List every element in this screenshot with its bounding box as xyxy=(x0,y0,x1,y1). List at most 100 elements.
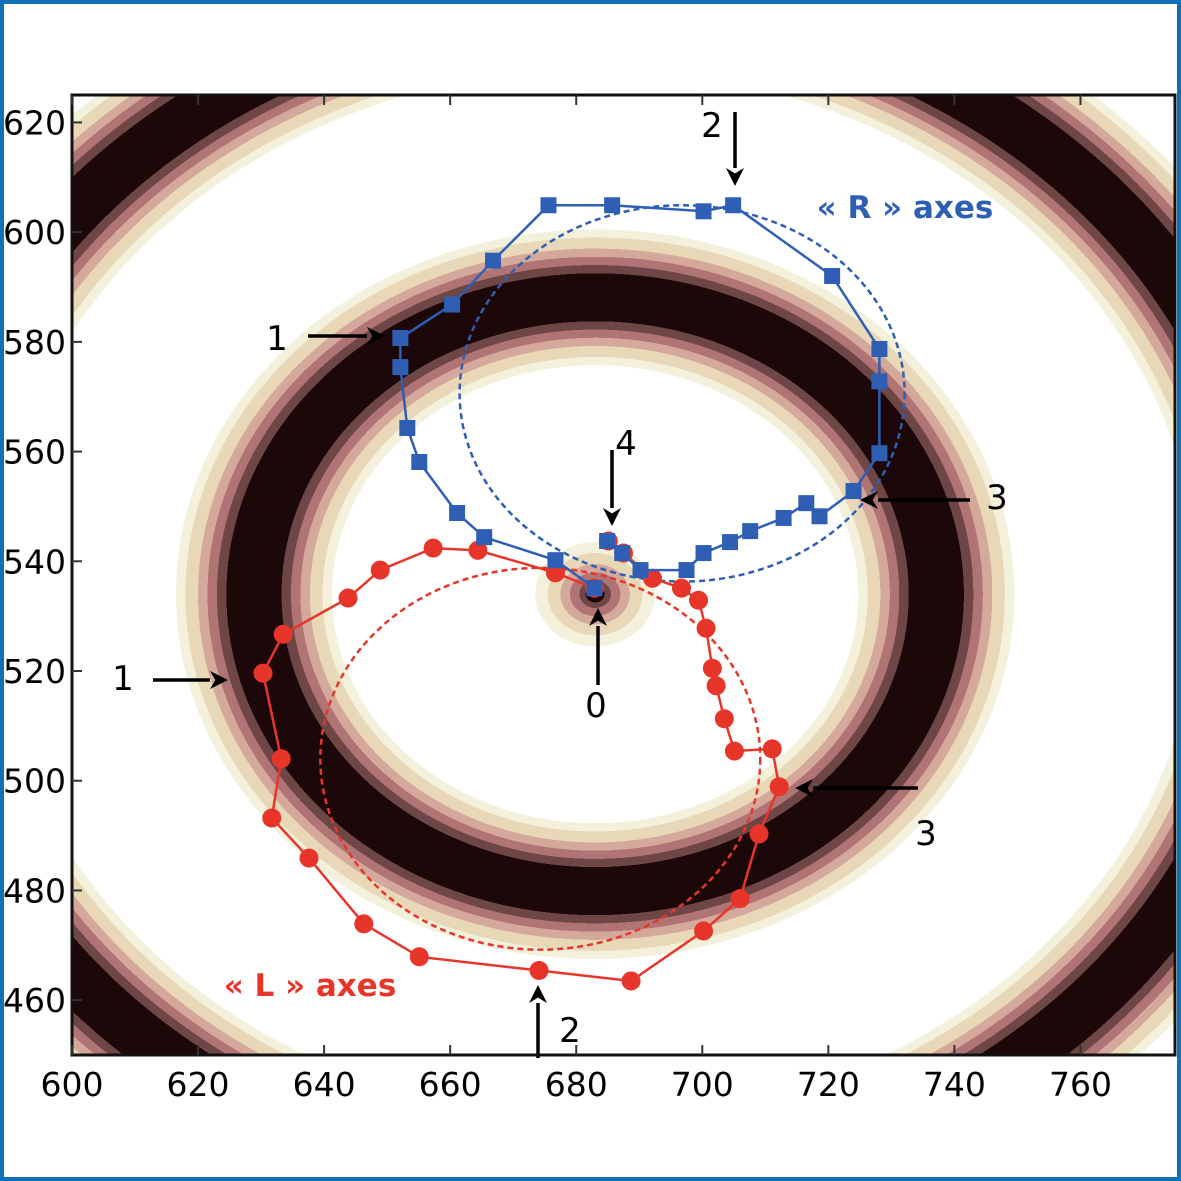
data-point xyxy=(775,509,792,526)
data-point xyxy=(714,709,734,729)
arrow-head-icon xyxy=(210,671,228,689)
y-tick-label: 520 xyxy=(3,652,66,691)
data-point xyxy=(621,971,641,991)
data-point xyxy=(632,562,649,579)
annotation-arrow: 4 xyxy=(603,424,637,526)
data-point xyxy=(399,419,416,436)
data-point xyxy=(529,961,549,981)
data-point xyxy=(599,532,616,549)
data-point xyxy=(696,618,716,638)
series-label: « L » axes xyxy=(224,968,397,1004)
data-point xyxy=(769,777,789,797)
data-point xyxy=(449,505,466,522)
annotation-label: 2 xyxy=(701,106,723,146)
data-point xyxy=(730,889,750,909)
data-point xyxy=(749,824,769,844)
data-point xyxy=(423,538,443,558)
data-point xyxy=(614,545,631,562)
y-tick-label: 460 xyxy=(3,981,66,1020)
data-point xyxy=(444,296,461,313)
data-point xyxy=(253,663,273,683)
x-tick-label: 740 xyxy=(923,1065,986,1104)
plot-border xyxy=(70,93,1177,1057)
annotation-label: 2 xyxy=(559,1011,581,1051)
series-layer xyxy=(253,197,888,991)
data-point xyxy=(547,552,564,569)
data-point xyxy=(871,340,888,357)
y-tick-label: 600 xyxy=(3,213,66,252)
x-tick-label: 760 xyxy=(1049,1065,1112,1104)
data-point xyxy=(392,359,409,376)
data-point xyxy=(724,741,744,761)
y-tick-label: 560 xyxy=(3,433,66,472)
y-tick-label: 540 xyxy=(3,542,66,581)
x-tick-label: 720 xyxy=(797,1065,860,1104)
data-point xyxy=(706,676,726,696)
annotation-arrow: 0 xyxy=(585,608,607,726)
annotation-label: 1 xyxy=(266,319,288,359)
data-point xyxy=(871,445,888,462)
y-tick-label: 480 xyxy=(3,871,66,910)
data-point xyxy=(702,658,722,678)
data-point xyxy=(722,534,739,551)
data-point xyxy=(845,483,862,500)
annotation-label: 0 xyxy=(585,686,607,726)
data-point xyxy=(824,268,841,285)
data-point xyxy=(678,562,695,579)
data-point xyxy=(871,373,888,390)
data-point xyxy=(725,197,742,214)
annotation-arrow: 3 xyxy=(795,779,937,854)
x-tick-label: 640 xyxy=(293,1065,356,1104)
y-tick-label: 580 xyxy=(3,323,66,362)
data-point xyxy=(409,947,429,967)
annotation-arrow: 1 xyxy=(266,319,385,359)
arrow-head-icon xyxy=(529,985,547,1003)
series-label: « R » axes xyxy=(817,190,994,226)
y-tick-label: 620 xyxy=(3,103,66,142)
data-point xyxy=(468,540,488,560)
data-point xyxy=(262,808,282,828)
arrow-head-icon xyxy=(367,327,385,345)
annotation-label: 1 xyxy=(112,659,134,699)
annotation-label: 4 xyxy=(615,424,637,464)
y-tick-label: 500 xyxy=(3,762,66,801)
data-point xyxy=(695,203,712,220)
annotation-arrow: 2 xyxy=(529,985,581,1058)
data-point xyxy=(411,453,428,470)
annotations: 1 2 3 4 0 1 2 3 « R » axes « L » axes xyxy=(112,106,1008,1058)
annotation-label: 3 xyxy=(986,478,1008,518)
data-point xyxy=(742,523,759,540)
arrow-head-icon xyxy=(860,491,878,509)
annotation-arrow: 2 xyxy=(701,106,744,186)
annotation-arrow: 1 xyxy=(112,659,228,699)
data-point xyxy=(273,624,293,644)
arrow-head-icon xyxy=(795,779,813,797)
data-point xyxy=(540,197,557,214)
data-point xyxy=(354,914,374,934)
arrow-head-icon xyxy=(589,608,607,626)
axes: 600 620 640 660 680 700 720 740 760 460 480 500 520 5… xyxy=(3,95,1112,1104)
x-tick-label: 700 xyxy=(671,1065,734,1104)
data-point xyxy=(689,590,709,610)
annotation-arrow: 3 xyxy=(860,478,1008,518)
data-point xyxy=(762,739,782,759)
data-point xyxy=(299,848,319,868)
data-point xyxy=(604,197,621,214)
data-point xyxy=(485,252,502,269)
data-point xyxy=(798,495,815,512)
data-point xyxy=(370,560,390,580)
data-point xyxy=(811,508,828,525)
x-tick-label: 620 xyxy=(167,1065,230,1104)
data-point xyxy=(695,545,712,562)
data-point xyxy=(271,749,291,769)
x-tick-label: 680 xyxy=(545,1065,608,1104)
x-tick-label: 660 xyxy=(419,1065,482,1104)
series-r-axes xyxy=(392,197,888,597)
data-point xyxy=(338,588,358,608)
data-point xyxy=(586,580,603,597)
x-tick-label: 600 xyxy=(41,1065,104,1104)
data-point xyxy=(671,578,691,598)
data-point xyxy=(694,921,714,941)
arrow-head-icon xyxy=(603,508,621,526)
